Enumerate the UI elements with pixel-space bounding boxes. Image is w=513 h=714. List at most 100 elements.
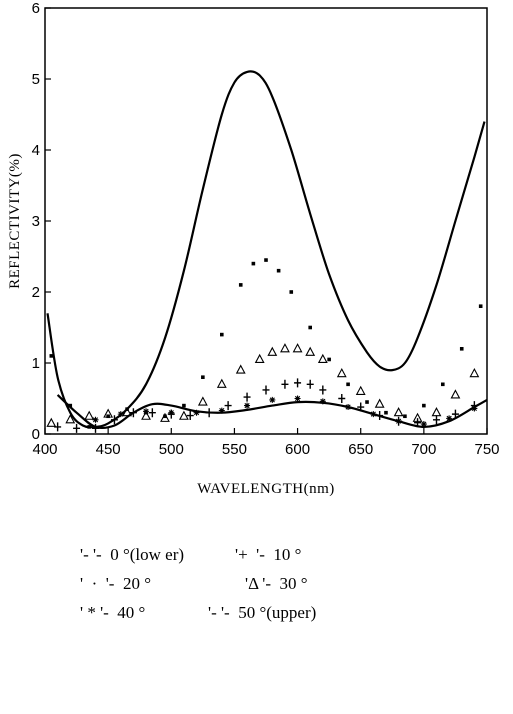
ticks-layer: 400 450 500 550 600 650 700 750 0 1 2 3 4 5 6 xyxy=(32,0,500,458)
data-point-star xyxy=(218,407,225,414)
data-point-triangle xyxy=(254,353,265,363)
data-point-star xyxy=(471,405,478,412)
legend-row: ' * '- 40 ° '- '- 50 °(upper) xyxy=(80,598,500,627)
data-point-triangle xyxy=(235,364,246,374)
y-tick-label: 2 xyxy=(32,284,40,301)
data-point-dot xyxy=(49,354,54,358)
data-point-plus xyxy=(294,378,302,388)
legend-row: ' · '- 20 ° 'Δ '- 30 ° xyxy=(80,569,500,598)
data-point-triangle xyxy=(84,410,95,420)
data-point-dot xyxy=(478,304,483,308)
legend: '- '- 0 °(low er) '+ '- 10 ° ' · '- 20 °… xyxy=(80,540,500,627)
data-point-triangle xyxy=(305,346,316,356)
data-point-star xyxy=(92,416,99,423)
data-point-plus xyxy=(432,415,440,425)
data-point-star xyxy=(294,395,301,402)
data-point-triangle xyxy=(267,346,278,356)
data-point-dot xyxy=(201,375,205,379)
data-point-triangle xyxy=(46,417,57,427)
y-tick-label: 3 xyxy=(32,213,40,230)
data-point-triangle xyxy=(103,408,114,418)
data-point-triangle xyxy=(412,412,423,422)
series-4 xyxy=(92,395,478,428)
data-point-plus xyxy=(129,408,137,418)
data-point-plus xyxy=(281,379,289,389)
data-point-triangle xyxy=(197,396,208,406)
y-tick-label: 0 xyxy=(32,426,40,443)
data-point-dot xyxy=(163,414,167,419)
legend-item-30deg: 'Δ '- 30 ° xyxy=(245,574,308,593)
data-point-dot xyxy=(106,414,110,419)
data-point-star xyxy=(143,408,150,415)
data-point-star xyxy=(269,396,276,403)
data-point-plus xyxy=(306,379,314,389)
data-point-star xyxy=(319,398,326,405)
series-line xyxy=(46,70,486,429)
data-point-plus xyxy=(92,423,100,433)
data-point-dot xyxy=(182,403,186,408)
x-tick-label: 700 xyxy=(411,441,436,458)
y-tick-label: 4 xyxy=(32,142,40,159)
data-point-plus xyxy=(376,411,384,421)
legend-item-10deg: '+ '- 10 ° xyxy=(235,545,302,564)
data-point-dot xyxy=(289,290,294,294)
data-point-triangle xyxy=(178,410,189,420)
series-5 xyxy=(46,70,486,429)
data-point-dot xyxy=(422,403,426,408)
y-tick-label: 5 xyxy=(32,71,40,88)
data-point-star xyxy=(446,415,453,422)
y-axis-title: REFLECTIVITY(%) xyxy=(7,153,23,289)
data-point-dot xyxy=(238,283,243,287)
data-point-star xyxy=(345,404,352,411)
data-point-triangle xyxy=(141,410,151,420)
x-tick-label: 750 xyxy=(474,441,499,458)
data-point-star xyxy=(395,418,402,425)
data-point-plus xyxy=(319,385,327,395)
series-0 xyxy=(56,394,488,430)
data-point-triangle xyxy=(450,389,461,399)
x-tick-label: 600 xyxy=(285,441,310,458)
data-point-dot xyxy=(220,332,224,337)
legend-row: '- '- 0 °(low er) '+ '- 10 ° xyxy=(80,540,500,569)
x-tick-label: 450 xyxy=(96,441,121,458)
legend-item-0deg-lower: '- '- 0 °(low er) xyxy=(80,545,185,564)
data-point-star xyxy=(420,421,427,428)
data-point-dot xyxy=(264,258,268,262)
series-1 xyxy=(54,378,478,433)
data-point-dot xyxy=(251,261,256,266)
data-point-plus xyxy=(205,408,213,418)
x-tick-label: 650 xyxy=(348,441,373,458)
data-point-dot xyxy=(308,325,312,330)
data-point-plus xyxy=(73,423,81,433)
data-point-star xyxy=(193,409,200,416)
series-2 xyxy=(49,258,483,429)
y-tick-label: 1 xyxy=(32,355,40,372)
legend-item-20deg: ' · '- 20 ° xyxy=(80,574,151,593)
legend-item-50deg-upper: '- '- 50 °(upper) xyxy=(208,603,317,622)
x-tick-label: 400 xyxy=(32,441,57,458)
series-line xyxy=(56,394,488,430)
data-point-plus xyxy=(414,418,422,428)
x-tick-label: 550 xyxy=(222,441,247,458)
data-point-plus xyxy=(224,401,232,411)
plot-area xyxy=(44,7,488,435)
series-3 xyxy=(46,343,480,427)
data-point-plus xyxy=(262,385,270,395)
data-point-plus xyxy=(338,394,346,403)
data-point-triangle xyxy=(65,414,76,424)
reflectivity-chart: 400 450 500 550 600 650 700 750 0 1 2 3 4 5 6 WAVELENG… xyxy=(7,0,500,497)
data-point-triangle xyxy=(393,407,404,417)
data-point-triangle xyxy=(280,343,290,353)
data-point-plus xyxy=(451,409,459,419)
data-point-dot xyxy=(384,410,388,415)
data-point-plus xyxy=(186,411,194,421)
x-tick-label: 500 xyxy=(159,441,184,458)
data-point-dot xyxy=(441,382,445,387)
data-point-triangle xyxy=(336,367,347,378)
data-point-triangle xyxy=(317,353,328,363)
data-point-dot xyxy=(459,347,464,351)
data-point-plus xyxy=(148,408,156,418)
data-point-dot xyxy=(403,414,407,419)
data-point-triangle xyxy=(431,407,442,417)
data-point-triangle xyxy=(355,385,366,395)
